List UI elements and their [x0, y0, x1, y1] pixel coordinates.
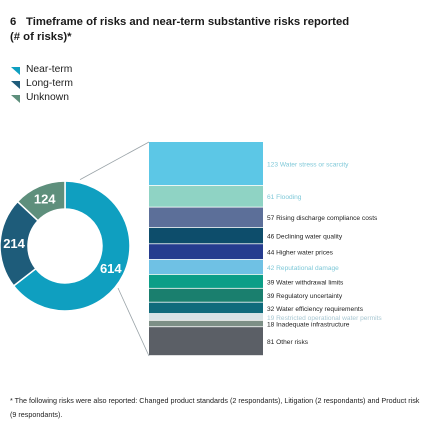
legend-label: Unknown [26, 92, 69, 103]
legend-item: Long-term [10, 77, 73, 91]
bar-segment-label: 18 Inadequate infrastructure [267, 321, 350, 328]
bar-segment-label: 61 Flooding [267, 194, 302, 201]
bar-segment [149, 320, 263, 327]
title-subtext: (# of risks)* [10, 31, 72, 43]
connector-line-top [79, 141, 150, 180]
footnote: * The following risks were also reported… [10, 396, 420, 419]
figure-number: 6 [10, 16, 17, 28]
bar-segment [149, 244, 263, 260]
bar-segment [149, 227, 263, 244]
chart-canvas: 614 214 124 123 Water stress or scarcity 61 … [0, 141, 382, 357]
bar-segment-label: 19 Restricted operational water permits [267, 315, 382, 322]
legend-item: Unknown [10, 91, 73, 105]
bar-segment [149, 185, 263, 207]
bar-segment-label: 42 Reputational damage [267, 265, 339, 272]
bar-segment-label: 81 Other risks [267, 339, 309, 346]
bar-segment [149, 274, 263, 288]
bar-segment [149, 288, 263, 302]
bar-segment-label: 39 Regulatory uncertainty [267, 293, 343, 300]
chart-title: 6 Timeframe of risks and near-term substa… [10, 15, 425, 45]
title-text: Timeframe of risks and near-term substan… [26, 16, 350, 28]
bar-segment-label: 32 Water efficiency requirements [267, 306, 364, 313]
donut-slice-label: 614 [100, 261, 122, 276]
bar-segment [149, 259, 263, 275]
bar-segment-label: 57 Rising discharge compliance costs [267, 215, 378, 222]
legend-item: Near-term [10, 63, 73, 77]
legend-swatch [11, 66, 20, 75]
donut-slice-unknown [16, 180, 66, 222]
legend-swatch [11, 80, 20, 89]
donut-slice-label: 214 [3, 236, 25, 251]
bar-segment-label: 39 Water withdrawal limits [267, 279, 344, 286]
bar-segment-label: 123 Water stress or scarcity [267, 161, 349, 168]
donut-slice-label: 124 [34, 192, 56, 207]
legend-label: Long-term [26, 78, 73, 89]
donut-slice-near-term [12, 180, 131, 312]
bar-segment [149, 207, 263, 228]
legend-label: Near-term [26, 64, 73, 75]
bar-segment-label: 46 Declining water quality [267, 234, 343, 241]
legend: Near-term Long-term Unknown [10, 63, 73, 105]
bar-segment [149, 327, 263, 356]
legend-swatch [11, 94, 20, 103]
bar-segment [149, 142, 263, 185]
connector-line-bottom [117, 287, 150, 357]
bar-segment-label: 44 Higher water prices [267, 250, 334, 257]
bar-segment [149, 302, 263, 314]
bar-segment [149, 313, 263, 320]
